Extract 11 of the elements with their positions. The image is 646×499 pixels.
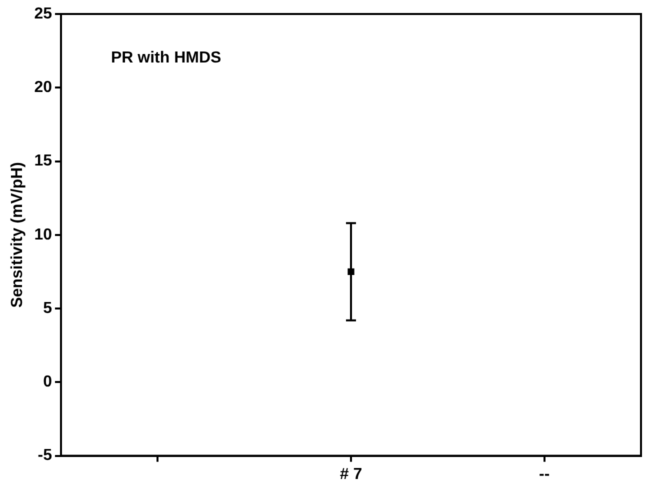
y-tick-label: 0 [43, 374, 52, 391]
y-tick-label: 15 [34, 152, 52, 170]
annotation: PR with HMDS [110, 49, 222, 66]
y-tick-label: 5 [43, 300, 52, 317]
y-axis-title: Sensitivity (mV/pH) [9, 162, 26, 308]
y-tick-label: 10 [34, 226, 52, 244]
y-tick-label: 20 [34, 79, 52, 96]
x-tick-label: # 7 [340, 466, 362, 483]
x-tick-label: -- [539, 466, 550, 483]
y-tick-label: 25 [34, 5, 52, 22]
y-tick-label: -5 [38, 447, 52, 464]
